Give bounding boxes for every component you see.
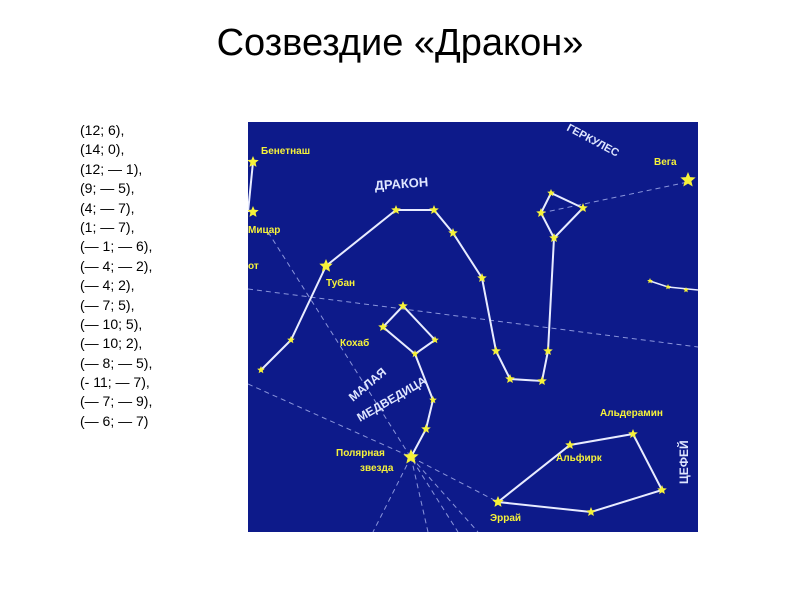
ursa-minor-line (381, 304, 437, 458)
star-icon (492, 496, 504, 507)
slide-title: Созвездие «Дракон» (216, 22, 584, 64)
star-icon (477, 273, 487, 282)
star-icon (403, 449, 419, 464)
star-icon (536, 208, 546, 217)
coordinate-item: (— 4; 2), (80, 277, 135, 294)
label-draco: ДРАКОН (374, 174, 429, 193)
coordinate-item: (14; 0), (80, 141, 125, 158)
star-icon (537, 376, 547, 385)
star-icon (391, 205, 401, 214)
coordinate-item: (— 10; 2), (80, 335, 143, 352)
label-alderamin: Альдерамин (600, 408, 663, 419)
label-benetnash: Бенетнаш (261, 146, 310, 157)
star-icon (547, 189, 555, 197)
star-icon (319, 259, 333, 272)
star-icon (378, 322, 388, 331)
label-errai: Эррай (490, 513, 521, 524)
coordinate-item: (9; — 5), (80, 180, 135, 197)
coordinate-item: (1; — 7), (80, 218, 135, 235)
cepheus-line (497, 432, 664, 514)
label-polaris: Полярная (336, 448, 385, 459)
star-map: ДРАКОН МАЛАЯ МЕДВЕДИЦА ГЕРКУЛЕС ЦЕФЕЙ Бе… (248, 122, 698, 532)
coordinate-item: (4; — 7), (80, 199, 135, 216)
star-icon (398, 301, 408, 310)
label-vega: Вега (654, 157, 677, 168)
star-icon (647, 278, 653, 284)
star-icon (411, 350, 419, 358)
coordinate-item: (— 7; — 9), (80, 393, 153, 410)
label-alfirk: Альфирк (556, 452, 603, 464)
star-icon (287, 336, 295, 344)
star-icon (543, 346, 553, 355)
coordinates-list: (12; 6), (14; 0), (12; — 1), (9; — 5), (… (80, 121, 152, 431)
coordinate-item: (12; 6), (80, 122, 125, 138)
star-icon (448, 228, 458, 237)
star-icon (549, 233, 559, 242)
star-icon (257, 366, 265, 374)
star-icon (429, 205, 439, 214)
star-icon (248, 206, 259, 217)
star-icon (248, 156, 259, 167)
label-kochab: Кохаб (340, 337, 369, 349)
star-icon (683, 287, 689, 293)
coordinate-item: (— 8; — 5), (80, 354, 153, 371)
star-labels: Бенетнаш Мицар Вега от Тубан Кохаб Поляр… (248, 146, 677, 524)
star-icon (431, 336, 439, 344)
star-icon (505, 374, 515, 383)
stars (248, 156, 696, 516)
star-icon (665, 284, 671, 290)
label-cut: от (248, 261, 259, 272)
guide-lines (248, 181, 698, 532)
coordinate-item: (— 1; — 6), (80, 238, 153, 255)
label-cepheus: ЦЕФЕЙ (676, 440, 691, 484)
label-mizar: Мицар (248, 225, 280, 236)
draco-line (260, 191, 585, 383)
star-icon (657, 485, 667, 494)
star-icon (421, 424, 431, 433)
star-icon (491, 346, 501, 355)
coordinate-item: (— 7; 5), (80, 296, 135, 313)
star-icon (680, 172, 696, 187)
coordinate-item: (— 6; — 7) (80, 412, 149, 429)
constellation-lines (248, 161, 698, 514)
label-polaris: звезда (360, 463, 394, 474)
coordinate-item: (— 4; — 2), (80, 257, 153, 274)
star-icon (578, 203, 588, 212)
star-icon (565, 440, 575, 449)
label-thuban: Тубан (326, 277, 355, 289)
star-icon (628, 429, 638, 438)
star-icon (429, 396, 437, 404)
coordinate-item: (- 11; — 7), (80, 374, 150, 391)
star-icon (586, 507, 596, 516)
coordinate-item: (12; — 1), (80, 160, 143, 177)
coordinate-item: (— 10; 5), (80, 315, 143, 332)
sky-background (248, 122, 698, 532)
